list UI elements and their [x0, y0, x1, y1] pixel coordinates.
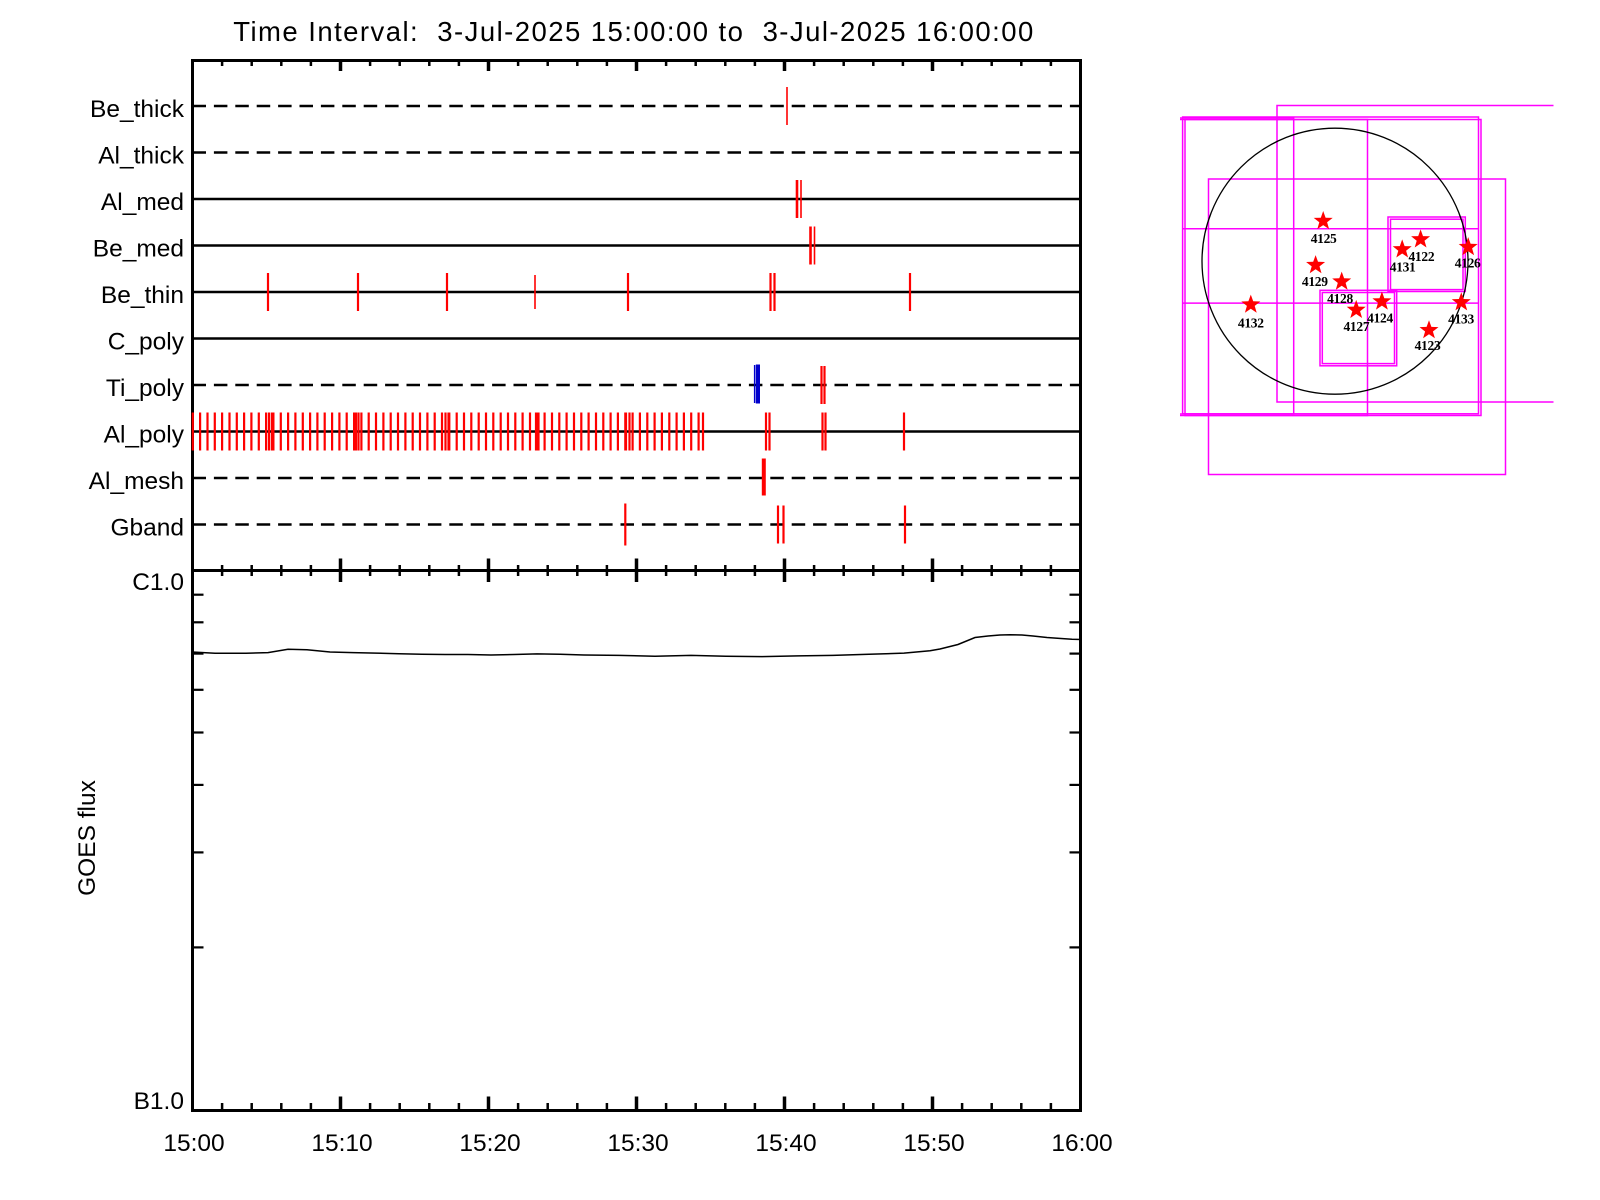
svg-text:Al_med: Al_med	[101, 189, 184, 216]
svg-text:Be_thin: Be_thin	[101, 282, 184, 309]
svg-text:15:40: 15:40	[755, 1130, 816, 1157]
svg-text:4128: 4128	[1327, 291, 1353, 306]
svg-text:4125: 4125	[1311, 231, 1337, 246]
svg-text:4132: 4132	[1238, 315, 1264, 330]
svg-text:15:50: 15:50	[903, 1130, 964, 1157]
svg-text:4131: 4131	[1390, 259, 1416, 274]
svg-text:Time Interval: 3-Jul-2025 15:: Time Interval: 3-Jul-2025 15:00:00 to 3-…	[233, 16, 1035, 47]
svg-text:GOES flux: GOES flux	[74, 780, 101, 896]
svg-text:Al_thick: Al_thick	[98, 143, 185, 170]
svg-text:15:30: 15:30	[607, 1130, 668, 1157]
svg-text:4123: 4123	[1415, 338, 1441, 353]
svg-text:4126: 4126	[1455, 256, 1481, 271]
svg-text:4122: 4122	[1408, 249, 1434, 264]
svg-text:15:10: 15:10	[311, 1130, 372, 1157]
svg-text:Al_poly: Al_poly	[104, 422, 185, 449]
svg-text:C1.0: C1.0	[132, 569, 184, 596]
svg-text:15:20: 15:20	[459, 1130, 520, 1157]
svg-text:4129: 4129	[1302, 274, 1328, 289]
svg-text:C_poly: C_poly	[108, 329, 185, 356]
svg-text:15:00: 15:00	[163, 1130, 224, 1157]
svg-text:B1.0: B1.0	[134, 1088, 184, 1115]
svg-text:Ti_poly: Ti_poly	[106, 375, 185, 402]
svg-text:4124: 4124	[1367, 310, 1393, 325]
svg-text:16:00: 16:00	[1051, 1130, 1112, 1157]
svg-text:Gband: Gband	[110, 515, 184, 542]
svg-text:Al_mesh: Al_mesh	[89, 468, 184, 495]
svg-text:4127: 4127	[1343, 319, 1369, 334]
svg-text:4133: 4133	[1448, 312, 1474, 327]
svg-text:Be_thick: Be_thick	[90, 96, 185, 123]
svg-text:Be_med: Be_med	[93, 236, 184, 263]
